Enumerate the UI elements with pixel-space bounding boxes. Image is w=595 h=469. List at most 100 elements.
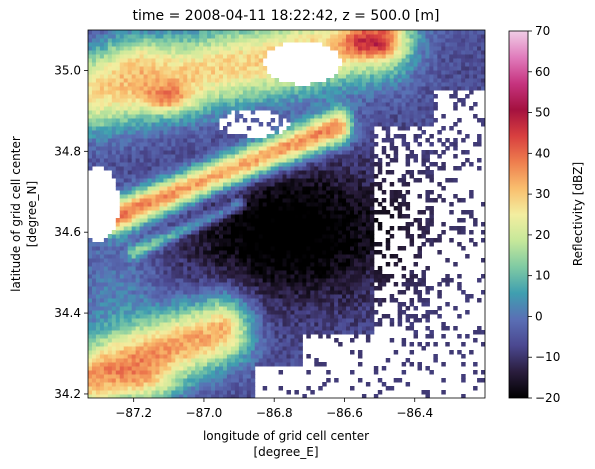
- heatmap-cell: [199, 250, 204, 255]
- heatmap-cell: [88, 338, 93, 343]
- heatmap-cell: [139, 154, 145, 159]
- heatmap-cell: [294, 122, 299, 127]
- heatmap-cell: [234, 326, 240, 331]
- heatmap-cell: [254, 106, 260, 111]
- heatmap-cell: [314, 142, 319, 147]
- heatmap-cell: [242, 158, 248, 163]
- heatmap-cell: [187, 246, 192, 251]
- heatmap-cell: [290, 210, 295, 215]
- heatmap-cell: [107, 114, 113, 119]
- heatmap-cell: [119, 350, 125, 355]
- heatmap-cell: [274, 130, 280, 135]
- heatmap-cell: [151, 210, 156, 215]
- heatmap-cell: [199, 378, 204, 383]
- heatmap-cell: [147, 30, 153, 35]
- heatmap-cell: [88, 394, 93, 398]
- heatmap-cell: [123, 150, 129, 155]
- heatmap-cell: [242, 234, 248, 239]
- heatmap-cell: [103, 58, 109, 63]
- heatmap-cell: [310, 286, 315, 291]
- heatmap-cell: [270, 230, 276, 235]
- heatmap-cell: [298, 242, 303, 247]
- heatmap-cell: [95, 242, 101, 247]
- heatmap-cell: [131, 182, 137, 187]
- heatmap-cell: [298, 326, 303, 331]
- heatmap-cell: [163, 366, 168, 371]
- heatmap-cell: [215, 90, 220, 95]
- heatmap-cell: [143, 126, 149, 131]
- heatmap-cell: [123, 346, 129, 351]
- heatmap-cell: [322, 286, 327, 291]
- heatmap-cell: [211, 90, 216, 95]
- heatmap-cell: [179, 210, 184, 215]
- heatmap-cell: [314, 166, 319, 171]
- heatmap-cell: [211, 246, 216, 251]
- heatmap-cell: [282, 230, 287, 235]
- heatmap-cell: [266, 190, 272, 195]
- heatmap-cell: [119, 158, 125, 163]
- heatmap-cell: [167, 166, 172, 171]
- heatmap-cell: [88, 42, 93, 47]
- heatmap-cell: [155, 122, 160, 127]
- heatmap-cell: [203, 206, 208, 211]
- heatmap-cell: [191, 82, 196, 87]
- heatmap-cell: [322, 178, 327, 183]
- heatmap-cell: [203, 106, 208, 111]
- heatmap-cell: [250, 182, 256, 187]
- heatmap-cell: [103, 130, 109, 135]
- heatmap-cell: [139, 330, 145, 335]
- heatmap-cell: [286, 390, 291, 395]
- heatmap-cell: [147, 162, 153, 167]
- heatmap-cell: [222, 90, 228, 95]
- heatmap-cell: [318, 154, 323, 159]
- heatmap-cell: [115, 94, 121, 99]
- heatmap-cell: [318, 286, 323, 291]
- heatmap-cell: [175, 98, 180, 103]
- heatmap-cell: [139, 374, 145, 379]
- heatmap-cell: [270, 106, 276, 111]
- heatmap-cell: [203, 306, 208, 311]
- heatmap-cell: [254, 78, 260, 83]
- heatmap-cell: [322, 106, 327, 111]
- heatmap-cell: [111, 74, 117, 79]
- heatmap-cell: [290, 162, 295, 167]
- heatmap-cell: [282, 166, 287, 171]
- heatmap-cell: [238, 306, 244, 311]
- heatmap-cell: [266, 74, 272, 79]
- heatmap-cell: [163, 174, 168, 179]
- heatmap-cell: [230, 374, 236, 379]
- heatmap-cell: [179, 66, 184, 71]
- heatmap-cell: [306, 110, 311, 115]
- heatmap-cell: [234, 330, 240, 335]
- heatmap-cell: [95, 90, 101, 95]
- heatmap-cell: [258, 210, 264, 215]
- heatmap-cell: [246, 154, 252, 159]
- heatmap-cell: [290, 186, 295, 191]
- heatmap-cell: [151, 62, 156, 67]
- heatmap-cell: [310, 174, 315, 179]
- heatmap-cell: [163, 62, 168, 67]
- heatmap-cell: [103, 154, 109, 159]
- heatmap-cell: [246, 374, 252, 379]
- heatmap-cell: [195, 46, 200, 51]
- heatmap-cell: [111, 334, 117, 339]
- heatmap-cell: [226, 174, 232, 179]
- heatmap-cell: [107, 102, 113, 107]
- heatmap-cell: [222, 298, 228, 303]
- heatmap-cell: [167, 226, 172, 231]
- heatmap-cell: [88, 146, 93, 151]
- heatmap-cell: [167, 186, 172, 191]
- heatmap-cell: [274, 350, 280, 355]
- heatmap-cell: [151, 370, 156, 375]
- heatmap-cell: [115, 38, 121, 43]
- heatmap-cell: [175, 62, 180, 67]
- heatmap-cell: [191, 142, 196, 147]
- heatmap-cell: [318, 182, 323, 187]
- heatmap-cell: [222, 66, 228, 71]
- heatmap-cell: [318, 250, 323, 255]
- heatmap-cell: [226, 178, 232, 183]
- heatmap-cell: [111, 262, 117, 267]
- heatmap-cell: [127, 170, 133, 175]
- heatmap-cell: [135, 146, 141, 151]
- heatmap-cell: [294, 130, 299, 135]
